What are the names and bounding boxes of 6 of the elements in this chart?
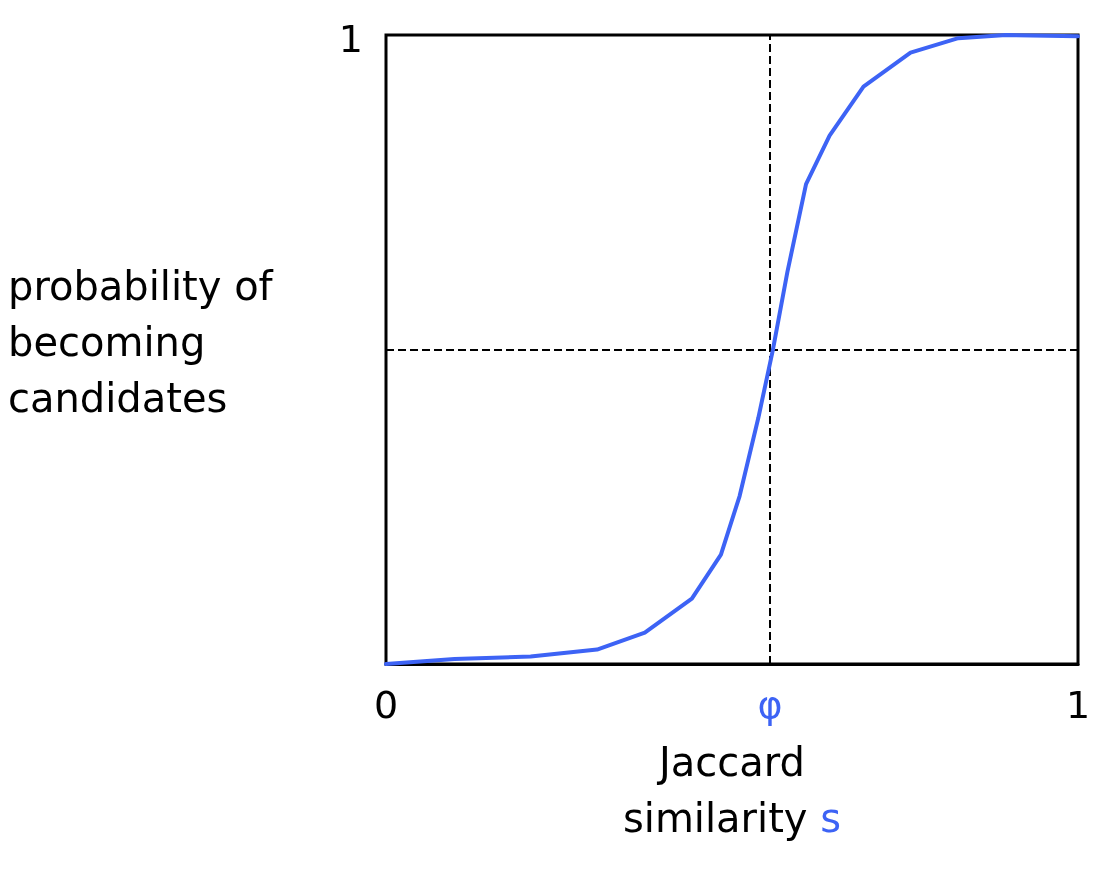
x-axis-title: Jaccard similarity s	[622, 739, 842, 841]
x-tick-label: 0	[373, 683, 399, 727]
y-axis-title: probability of becoming candidates	[8, 263, 274, 421]
x-tick-label: φ	[757, 683, 783, 727]
x-tick-label: 1	[1065, 683, 1091, 727]
text: 1	[338, 17, 364, 61]
